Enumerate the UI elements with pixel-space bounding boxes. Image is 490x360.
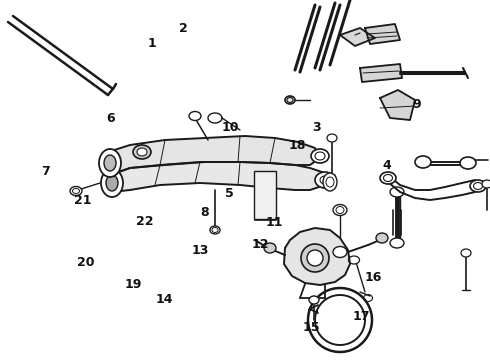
Text: 15: 15	[302, 321, 320, 334]
Text: 14: 14	[155, 293, 173, 306]
Text: 1: 1	[147, 37, 156, 50]
Text: 22: 22	[136, 215, 153, 228]
Text: 4: 4	[383, 159, 392, 172]
Ellipse shape	[285, 96, 295, 104]
Ellipse shape	[70, 186, 82, 195]
Text: 12: 12	[252, 238, 270, 251]
Ellipse shape	[380, 172, 396, 184]
Ellipse shape	[307, 250, 323, 266]
Ellipse shape	[470, 180, 486, 192]
Ellipse shape	[376, 233, 388, 243]
Ellipse shape	[264, 243, 276, 253]
Ellipse shape	[301, 244, 329, 272]
Polygon shape	[340, 28, 375, 46]
Ellipse shape	[323, 173, 337, 191]
Ellipse shape	[99, 149, 121, 177]
Text: 19: 19	[124, 278, 142, 291]
Ellipse shape	[348, 256, 360, 264]
Text: 20: 20	[77, 256, 95, 269]
Polygon shape	[284, 228, 350, 285]
Text: 18: 18	[288, 139, 306, 152]
Ellipse shape	[106, 175, 118, 191]
Ellipse shape	[311, 149, 329, 163]
Text: 16: 16	[365, 271, 382, 284]
Ellipse shape	[104, 155, 116, 171]
Polygon shape	[108, 136, 320, 175]
Ellipse shape	[390, 238, 404, 248]
Polygon shape	[110, 162, 325, 192]
Ellipse shape	[333, 247, 347, 257]
Ellipse shape	[315, 172, 335, 188]
Text: 11: 11	[266, 216, 283, 229]
Ellipse shape	[309, 296, 319, 304]
Polygon shape	[360, 64, 402, 82]
Text: 17: 17	[353, 310, 370, 323]
Ellipse shape	[482, 180, 490, 188]
Polygon shape	[380, 90, 415, 120]
Text: 7: 7	[41, 165, 49, 177]
Text: 21: 21	[74, 194, 91, 207]
Text: 13: 13	[191, 244, 209, 257]
Ellipse shape	[133, 145, 151, 159]
Ellipse shape	[333, 204, 347, 216]
Text: 3: 3	[312, 121, 320, 134]
Text: 10: 10	[221, 121, 239, 134]
Ellipse shape	[461, 249, 471, 257]
Bar	[254, 171, 276, 219]
Text: 6: 6	[106, 112, 115, 125]
Text: 9: 9	[412, 98, 421, 111]
Ellipse shape	[210, 226, 220, 234]
Ellipse shape	[390, 187, 404, 197]
Ellipse shape	[189, 112, 201, 121]
Ellipse shape	[327, 134, 337, 142]
Ellipse shape	[137, 148, 147, 156]
Polygon shape	[365, 24, 400, 44]
Ellipse shape	[460, 157, 476, 169]
Text: 2: 2	[179, 22, 188, 35]
Ellipse shape	[415, 156, 431, 168]
Ellipse shape	[101, 169, 123, 197]
Text: 5: 5	[225, 187, 234, 200]
Text: 8: 8	[200, 206, 209, 219]
